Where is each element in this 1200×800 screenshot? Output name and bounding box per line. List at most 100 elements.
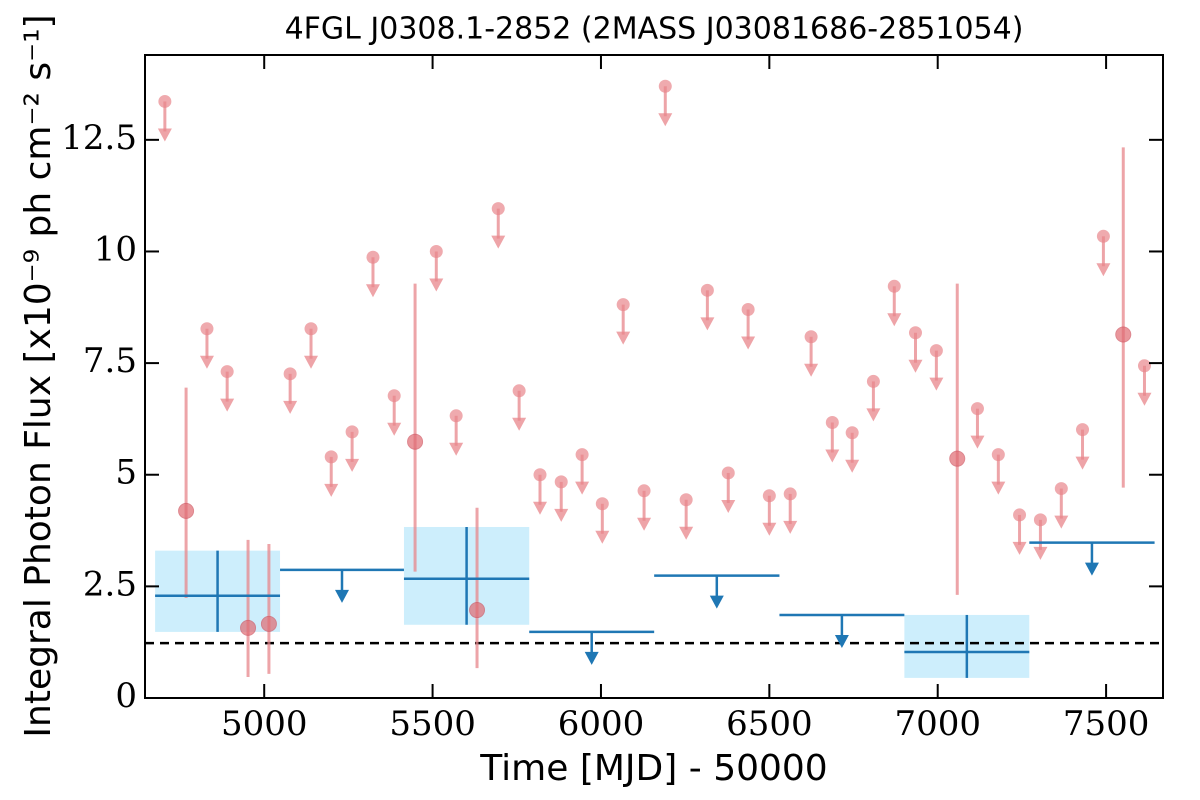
monthly-ul-arrow	[866, 408, 881, 422]
monthly-ul-arrow	[804, 363, 819, 377]
y-tick-label: 10	[94, 229, 137, 269]
y-axis-label: Integral Photon Flux [x10⁻⁹ ph cm⁻² s⁻¹]	[18, 14, 59, 737]
monthly-ul-point	[575, 448, 589, 462]
monthly-ul-arrow	[783, 520, 798, 534]
monthly-ul-arrow	[970, 435, 985, 449]
monthly-ul-point	[908, 326, 922, 340]
monthly-ul-point	[324, 450, 338, 464]
monthly-ul-arrow	[554, 508, 569, 522]
monthly-ul-point	[762, 489, 776, 503]
monthly-ul-arrow	[908, 359, 923, 373]
x-tick-label: 7500	[1063, 704, 1150, 744]
monthly-ul-point	[783, 487, 797, 501]
monthly-ul-point	[845, 426, 859, 440]
yearly-ul-arrow	[1084, 562, 1099, 576]
monthly-ul-point	[970, 402, 984, 416]
monthly-ul-point	[533, 468, 547, 482]
monthly-ul-arrow	[449, 442, 464, 456]
x-axis-label: Time [MJD] - 50000	[479, 748, 827, 789]
yearly-ul-arrow	[584, 651, 599, 665]
monthly-ul-arrow	[1054, 515, 1069, 529]
monthly-ul-arrow	[365, 284, 380, 298]
monthly-ul-point	[283, 367, 297, 381]
monthly-ul-point	[554, 475, 568, 489]
monthly-ul-arrow	[595, 530, 610, 544]
monthly-ul-arrow	[825, 449, 840, 463]
monthly-ul-arrow	[929, 377, 944, 391]
monthly-ul-arrow	[491, 235, 506, 249]
monthly-ul-arrow	[1137, 392, 1152, 406]
x-tick-label: 6000	[558, 704, 645, 744]
monthly-ul-arrow	[1075, 456, 1090, 470]
monthly-ul-point	[387, 389, 401, 403]
y-tick-label: 2.5	[83, 564, 137, 604]
monthly-ul-point	[1054, 482, 1068, 496]
monthly-ul-point	[929, 344, 943, 358]
monthly-ul-arrow	[512, 417, 527, 431]
monthly-ul-point	[1076, 423, 1090, 437]
monthly-ul-point	[449, 409, 463, 423]
monthly-ul-arrow	[741, 336, 756, 350]
x-tick-label: 5000	[221, 704, 308, 744]
monthly-point	[260, 615, 277, 632]
monthly-ul-point	[616, 298, 630, 312]
monthly-ul-point	[429, 244, 443, 258]
monthly-ul-arrow	[679, 526, 694, 540]
monthly-ul-point	[1013, 508, 1027, 522]
monthly-ul-arrow	[429, 278, 444, 292]
monthly-ul-arrow	[304, 355, 319, 369]
monthly-point	[407, 433, 424, 450]
y-tick-label: 12.5	[61, 118, 137, 158]
yearly-ul-arrow	[709, 595, 724, 609]
monthly-ul-arrow	[575, 481, 590, 495]
monthly-ul-point	[658, 79, 672, 93]
monthly-ul-arrow	[157, 128, 172, 142]
monthly-ul-arrow	[199, 355, 214, 369]
yearly-ul-arrow	[834, 634, 849, 648]
monthly-ul-point	[1033, 513, 1047, 527]
monthly-ul-point	[866, 374, 880, 388]
monthly-point	[1115, 326, 1132, 343]
monthly-ul-point	[637, 484, 651, 498]
monthly-ul-point	[741, 303, 755, 317]
monthly-ul-point	[825, 415, 839, 429]
monthly-ul-arrow	[658, 113, 673, 127]
x-tick-label: 6500	[726, 704, 813, 744]
monthly-ul-arrow	[845, 459, 860, 473]
monthly-ul-arrow	[533, 501, 548, 515]
monthly-ul-arrow	[616, 331, 631, 345]
monthly-ul-point	[491, 202, 505, 216]
monthly-ul-point	[679, 493, 693, 507]
monthly-ul-arrow	[991, 481, 1006, 495]
monthly-ul-arrow	[762, 522, 777, 536]
monthly-point	[178, 502, 195, 519]
chart-title: 4FGL J0308.1-2852 (2MASS J03081686-28510…	[285, 12, 1024, 47]
monthly-ul-point	[345, 425, 359, 439]
monthly-ul-arrow	[887, 313, 902, 327]
monthly-ul-point	[1137, 359, 1151, 373]
monthly-ul-arrow	[387, 422, 402, 436]
monthly-ul-point	[512, 384, 526, 398]
monthly-ul-arrow	[1096, 263, 1111, 277]
plot-frame	[144, 54, 1164, 699]
monthly-point	[469, 602, 486, 619]
monthly-ul-point	[1096, 229, 1110, 243]
monthly-ul-arrow	[637, 517, 652, 531]
y-tick-label: 7.5	[83, 341, 137, 381]
monthly-ul-arrow	[1033, 546, 1048, 560]
monthly-ul-point	[721, 466, 735, 480]
monthly-point	[240, 619, 257, 636]
monthly-ul-point	[200, 322, 214, 336]
monthly-ul-point	[595, 497, 609, 511]
monthly-point	[949, 450, 966, 467]
monthly-ul-arrow	[1012, 541, 1027, 555]
monthly-ul-arrow	[721, 499, 736, 513]
y-tick-label: 0	[115, 676, 137, 716]
monthly-ul-arrow	[220, 398, 235, 412]
monthly-ul-point	[804, 330, 818, 344]
monthly-ul-arrow	[324, 483, 339, 497]
monthly-ul-arrow	[345, 458, 360, 472]
y-tick-label: 5	[115, 453, 137, 493]
monthly-ul-point	[158, 94, 172, 108]
